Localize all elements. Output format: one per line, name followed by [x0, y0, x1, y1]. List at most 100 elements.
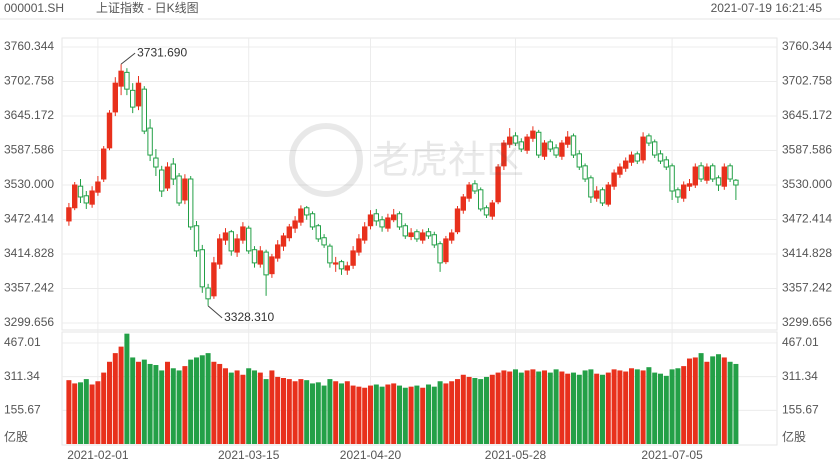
volume-bar — [733, 363, 739, 444]
volume-bar — [576, 374, 582, 444]
y-tick-label-right: 467.01 — [782, 335, 819, 349]
candle-body — [222, 232, 229, 241]
price-panel — [61, 37, 778, 331]
candle-body — [321, 237, 327, 246]
candle-body — [611, 172, 617, 187]
volume-bar — [72, 383, 78, 444]
candle-body — [118, 70, 124, 87]
candle-body — [338, 261, 345, 270]
volume-bar — [536, 371, 542, 444]
candle-body — [710, 165, 716, 180]
volume-bar — [629, 368, 634, 444]
volume-bar — [199, 355, 205, 444]
y-tick-label-right: 3702.758 — [782, 74, 832, 88]
volume-bar — [565, 373, 571, 444]
candle-body — [228, 231, 235, 252]
volume-bar — [675, 368, 681, 444]
y-tick-label-right: 3472.414 — [782, 212, 832, 226]
volume-bar — [507, 371, 513, 444]
candle-body — [263, 251, 269, 276]
volume-bar — [571, 372, 576, 444]
volume-bar — [66, 380, 72, 444]
candle-body — [507, 136, 513, 145]
x-tick-label: 2021-07-05 — [641, 448, 703, 462]
candle-body — [478, 189, 484, 210]
candle-body — [280, 235, 287, 247]
candle-body — [234, 238, 240, 253]
candle-body — [675, 189, 681, 198]
volume-bar — [240, 374, 246, 444]
candle-body — [77, 185, 84, 198]
volume-bar — [263, 379, 269, 444]
volume-bar — [623, 371, 629, 444]
volume-bar — [640, 370, 646, 444]
candle-body — [350, 250, 356, 266]
volume-bar — [147, 363, 153, 444]
volume-bar — [600, 374, 605, 444]
candle-body — [652, 141, 658, 156]
volume-bar — [466, 376, 472, 444]
volume-bar — [646, 367, 652, 444]
candle-body — [582, 165, 588, 180]
volume-bar — [478, 379, 484, 444]
candle-body — [449, 232, 455, 241]
candle-body — [420, 232, 426, 241]
candle-body — [182, 178, 188, 201]
volume-bar — [234, 370, 240, 444]
candle-body — [101, 148, 107, 180]
y-tick-label-right: 3299.656 — [782, 315, 832, 329]
volume-bar — [101, 372, 107, 444]
volume-bar — [344, 381, 350, 444]
candle-body — [512, 135, 519, 144]
volume-bar — [582, 370, 588, 444]
candle-body — [391, 214, 397, 221]
candle-body — [657, 153, 664, 162]
candle-body — [240, 226, 246, 241]
volume-bar — [228, 372, 234, 444]
volume-bar — [298, 379, 304, 444]
candle-body — [333, 262, 339, 265]
y-tick-label: 3357.242 — [4, 281, 54, 295]
volume-bar — [159, 370, 165, 444]
candle-body — [327, 245, 333, 264]
candle-body — [617, 166, 623, 175]
volume-bar — [710, 356, 716, 444]
candle-body — [83, 195, 89, 204]
candle-body — [437, 243, 443, 264]
candle-body — [646, 135, 652, 144]
volume-bar — [304, 380, 310, 444]
volume-bar — [420, 387, 426, 444]
candle-body — [251, 249, 258, 264]
volume-bar — [437, 381, 443, 444]
volume-bar — [431, 386, 437, 444]
candle-body — [530, 130, 536, 139]
volume-bar — [605, 372, 611, 444]
volume-bar — [547, 372, 553, 444]
candle-body — [217, 238, 223, 265]
volume-bar — [455, 379, 460, 444]
volume-bar — [310, 383, 315, 444]
candle-body — [663, 159, 669, 168]
y-tick-label: 3299.656 — [4, 315, 54, 329]
candle-body — [727, 165, 733, 180]
volume-bar — [663, 375, 669, 444]
y-tick-label: 3645.172 — [4, 108, 54, 122]
y-tick-label: 3760.344 — [4, 39, 54, 53]
volume-bar — [350, 385, 356, 444]
candle-body — [605, 184, 611, 205]
volume-bar — [368, 385, 373, 444]
volume-bar — [130, 357, 136, 444]
candle-body — [286, 226, 293, 239]
candle-body — [309, 213, 316, 228]
volume-bar — [257, 372, 263, 444]
candle-body — [246, 227, 252, 252]
candle-body — [164, 166, 171, 189]
candle-body — [130, 89, 136, 108]
volume-bar — [617, 370, 623, 444]
candle-body — [188, 178, 194, 228]
candle-body — [269, 256, 275, 275]
candle-body — [576, 153, 582, 168]
volume-bar — [698, 353, 704, 444]
candle-body — [304, 207, 310, 216]
candle-body — [518, 141, 524, 150]
